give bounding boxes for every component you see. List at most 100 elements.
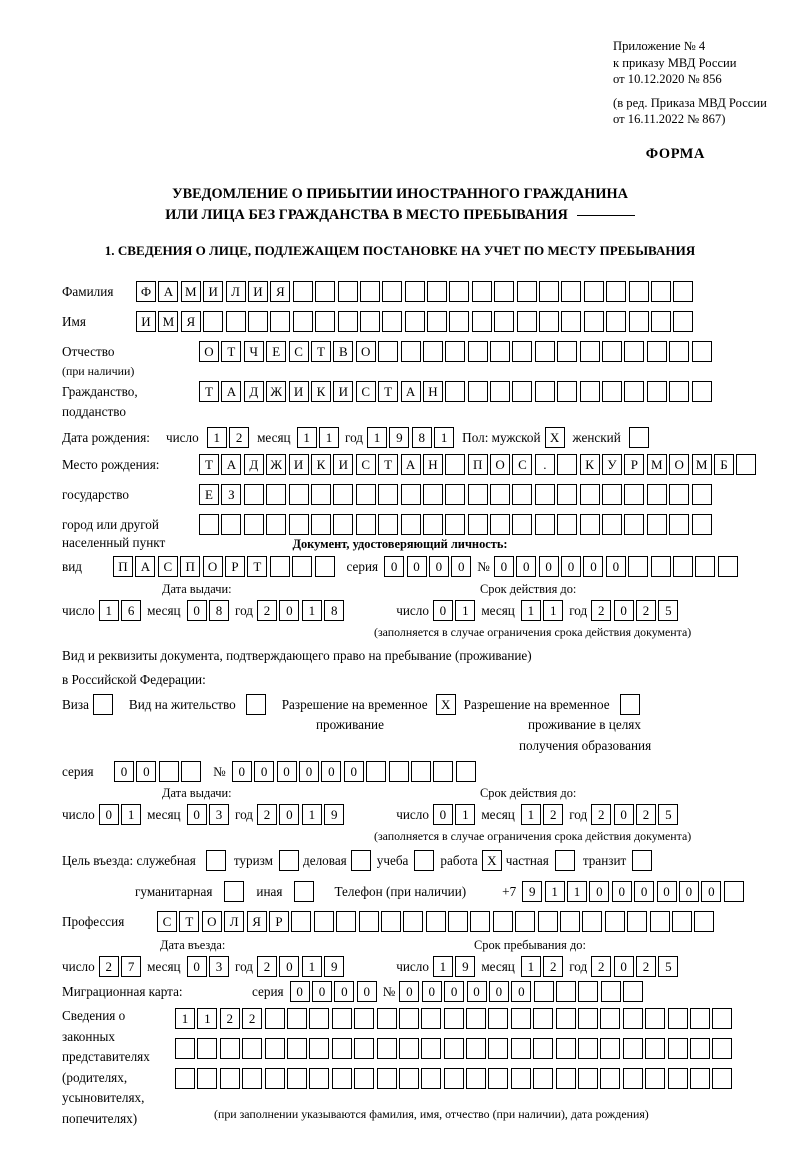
char-cell[interactable] — [561, 311, 582, 332]
char-cell[interactable] — [467, 341, 488, 362]
char-cell[interactable]: 1 — [543, 600, 564, 621]
char-cell[interactable] — [516, 281, 537, 302]
char-cell[interactable] — [264, 1038, 285, 1059]
char-cell[interactable]: 1 — [296, 427, 317, 448]
char-cell[interactable]: 1 — [301, 956, 322, 977]
legal-rep-input-2[interactable] — [175, 1038, 733, 1059]
residence-permit-checkbox[interactable] — [245, 694, 266, 715]
char-cell[interactable] — [466, 1068, 487, 1089]
char-cell[interactable]: 1 — [206, 427, 227, 448]
char-cell[interactable] — [624, 381, 645, 402]
char-cell[interactable] — [181, 761, 202, 782]
char-cell[interactable] — [467, 514, 488, 535]
char-cell[interactable] — [279, 850, 300, 871]
char-cell[interactable] — [667, 1008, 688, 1029]
char-cell[interactable] — [669, 484, 690, 505]
char-cell[interactable]: Н — [422, 454, 443, 475]
char-cell[interactable] — [443, 1068, 464, 1089]
char-cell[interactable] — [445, 484, 466, 505]
char-cell[interactable]: 0 — [634, 881, 655, 902]
char-cell[interactable]: 1 — [175, 1008, 195, 1029]
char-cell[interactable] — [225, 311, 246, 332]
char-cell[interactable]: 3 — [209, 956, 230, 977]
char-cell[interactable] — [512, 514, 533, 535]
char-cell[interactable]: А — [400, 454, 421, 475]
char-cell[interactable]: 0 — [406, 556, 427, 577]
char-cell[interactable] — [310, 484, 331, 505]
char-cell[interactable] — [561, 281, 582, 302]
char-cell[interactable] — [510, 1038, 531, 1059]
char-cell[interactable] — [539, 311, 560, 332]
char-cell[interactable]: О — [202, 556, 223, 577]
char-cell[interactable]: Р — [624, 454, 645, 475]
purpose-private-checkbox[interactable] — [554, 850, 575, 871]
char-cell[interactable]: 5 — [658, 956, 679, 977]
char-cell[interactable] — [555, 1008, 576, 1029]
char-cell[interactable] — [404, 281, 425, 302]
char-cell[interactable] — [579, 484, 600, 505]
char-cell[interactable] — [579, 341, 600, 362]
char-cell[interactable] — [602, 514, 623, 535]
char-cell[interactable] — [421, 1068, 442, 1089]
char-cell[interactable] — [315, 281, 336, 302]
char-cell[interactable] — [421, 1008, 442, 1029]
char-cell[interactable]: 0 — [613, 956, 634, 977]
char-cell[interactable] — [602, 341, 623, 362]
char-cell[interactable] — [331, 1068, 352, 1089]
char-cell[interactable] — [578, 1038, 599, 1059]
char-cell[interactable]: К — [310, 454, 331, 475]
char-cell[interactable] — [333, 514, 354, 535]
char-cell[interactable] — [422, 514, 443, 535]
char-cell[interactable]: 0 — [279, 600, 300, 621]
char-cell[interactable] — [624, 484, 645, 505]
char-cell[interactable] — [376, 1038, 397, 1059]
char-cell[interactable]: Я — [246, 911, 267, 932]
char-cell[interactable]: С — [512, 454, 533, 475]
char-cell[interactable]: 0 — [186, 804, 207, 825]
char-cell[interactable]: 3 — [209, 804, 230, 825]
char-cell[interactable]: И — [333, 454, 354, 475]
char-cell[interactable] — [515, 911, 536, 932]
char-cell[interactable] — [270, 311, 291, 332]
char-cell[interactable]: X — [481, 850, 502, 871]
char-cell[interactable]: О — [355, 341, 376, 362]
char-cell[interactable]: 1 — [121, 804, 142, 825]
char-cell[interactable] — [445, 454, 466, 475]
char-cell[interactable] — [266, 484, 287, 505]
char-cell[interactable] — [313, 911, 334, 932]
char-cell[interactable]: 1 — [455, 600, 476, 621]
char-cell[interactable] — [671, 911, 692, 932]
char-cell[interactable] — [583, 311, 604, 332]
char-cell[interactable] — [219, 1068, 240, 1089]
char-cell[interactable] — [579, 514, 600, 535]
char-cell[interactable] — [398, 1038, 419, 1059]
char-cell[interactable] — [579, 381, 600, 402]
char-cell[interactable]: 1 — [520, 804, 541, 825]
char-cell[interactable]: Д — [243, 454, 264, 475]
char-cell[interactable] — [712, 1068, 733, 1089]
char-cell[interactable] — [337, 281, 358, 302]
char-cell[interactable]: 0 — [399, 981, 420, 1002]
char-cell[interactable]: 8 — [324, 600, 345, 621]
char-cell[interactable]: 1 — [367, 427, 387, 448]
purpose-work-checkbox[interactable]: X — [481, 850, 502, 871]
char-cell[interactable] — [288, 484, 309, 505]
char-cell[interactable] — [510, 1068, 531, 1089]
char-cell[interactable] — [197, 1068, 218, 1089]
char-cell[interactable]: 0 — [186, 956, 207, 977]
char-cell[interactable] — [359, 311, 380, 332]
char-cell[interactable]: Ч — [243, 341, 264, 362]
char-cell[interactable] — [310, 514, 331, 535]
char-cell[interactable] — [494, 311, 515, 332]
char-cell[interactable] — [336, 911, 357, 932]
char-cell[interactable] — [645, 1008, 666, 1029]
